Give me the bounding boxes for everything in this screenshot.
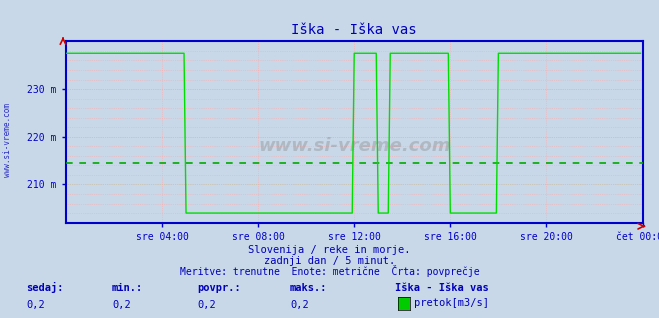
Text: povpr.:: povpr.: <box>198 283 241 293</box>
Text: Iška - Iška vas: Iška - Iška vas <box>395 283 489 293</box>
Text: min.:: min.: <box>112 283 143 293</box>
Text: zadnji dan / 5 minut.: zadnji dan / 5 minut. <box>264 256 395 266</box>
Title: Iška - Iška vas: Iška - Iška vas <box>291 24 417 38</box>
Text: 0,2: 0,2 <box>26 301 45 310</box>
Text: 0,2: 0,2 <box>112 301 130 310</box>
Text: pretok[m3/s]: pretok[m3/s] <box>414 298 489 308</box>
Text: Slovenija / reke in morje.: Slovenija / reke in morje. <box>248 245 411 255</box>
Text: www.si-vreme.com: www.si-vreme.com <box>3 103 13 177</box>
Text: sedaj:: sedaj: <box>26 282 64 293</box>
Text: Meritve: trenutne  Enote: metrične  Črta: povprečje: Meritve: trenutne Enote: metrične Črta: … <box>180 265 479 277</box>
Text: www.si-vreme.com: www.si-vreme.com <box>258 137 451 156</box>
Text: 0,2: 0,2 <box>198 301 216 310</box>
Text: 0,2: 0,2 <box>290 301 308 310</box>
Text: maks.:: maks.: <box>290 283 328 293</box>
